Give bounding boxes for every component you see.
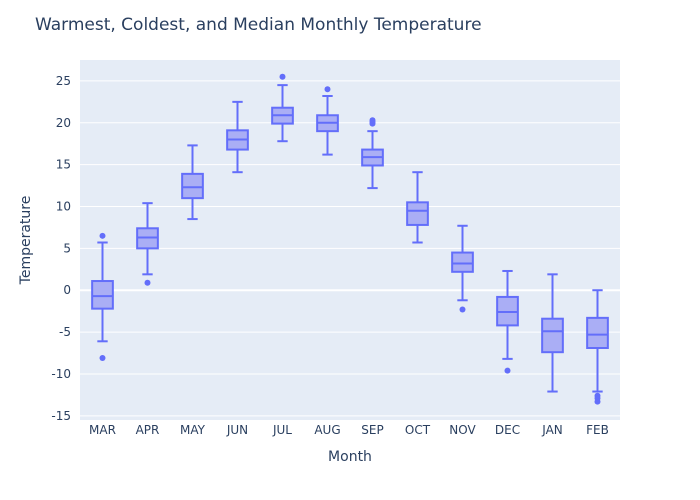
y-tick-label: 15 (56, 158, 71, 172)
box-may (181, 144, 204, 221)
box-dec (496, 269, 519, 374)
x-tick-label: FEB (586, 423, 609, 437)
y-tick-label: -5 (59, 325, 71, 339)
y-tick-label: -10 (51, 367, 71, 381)
y-tick-label: 0 (63, 283, 71, 297)
x-tick-label: NOV (449, 423, 476, 437)
x-tick-label: SEP (361, 423, 383, 437)
box-series (91, 73, 609, 405)
y-tick-label: 10 (56, 200, 71, 214)
x-axis-ticks: MAR APR MAY JUN JUL AUG SEP OCT NOV DEC JAN FEB (89, 423, 609, 437)
plot-area (80, 60, 620, 420)
chart-title: Warmest, Coldest, and Median Monthly Tem… (35, 15, 482, 35)
outlier-point (99, 355, 106, 362)
box-jun (226, 100, 249, 174)
box-oct (406, 171, 429, 244)
y-axis-title: Temperature (18, 196, 34, 286)
iqr-box (541, 317, 564, 354)
iqr-box (586, 316, 609, 350)
outlier-point (279, 73, 286, 80)
iqr-box (451, 251, 474, 273)
outlier-point (324, 86, 331, 93)
y-axis-ticks: 25 20 15 10 5 0 -5 -10 -15 (51, 74, 71, 423)
box-sep (361, 117, 384, 190)
x-tick-label: JUN (226, 423, 248, 437)
iqr-box (181, 172, 204, 200)
outlier-point (594, 398, 601, 405)
x-tick-label: MAR (89, 423, 116, 437)
y-tick-label: 25 (56, 74, 71, 88)
x-tick-label: JAN (541, 423, 563, 437)
outlier-point (459, 306, 466, 313)
iqr-box (406, 201, 429, 226)
outlier-point (504, 367, 511, 374)
outlier-point (369, 117, 376, 124)
y-tick-label: 20 (56, 116, 71, 130)
x-tick-label: JUL (272, 423, 292, 437)
box-mar (91, 232, 114, 362)
x-tick-label: AUG (314, 423, 340, 437)
box-apr (136, 202, 159, 286)
box-jul (271, 73, 294, 143)
y-tick-label: -15 (51, 409, 71, 423)
x-axis-title: Month (328, 449, 372, 465)
x-tick-label: MAY (180, 423, 206, 437)
outlier-point (99, 232, 106, 239)
box-feb (586, 289, 609, 405)
iqr-box (91, 280, 114, 310)
box-jan (541, 273, 564, 393)
x-tick-label: OCT (405, 423, 431, 437)
box-aug (316, 86, 339, 156)
x-tick-label: APR (136, 423, 160, 437)
box-nov (451, 224, 474, 313)
gridlines (80, 80, 620, 417)
y-tick-label: 5 (63, 241, 71, 255)
x-tick-label: DEC (495, 423, 520, 437)
outlier-point (144, 279, 151, 286)
